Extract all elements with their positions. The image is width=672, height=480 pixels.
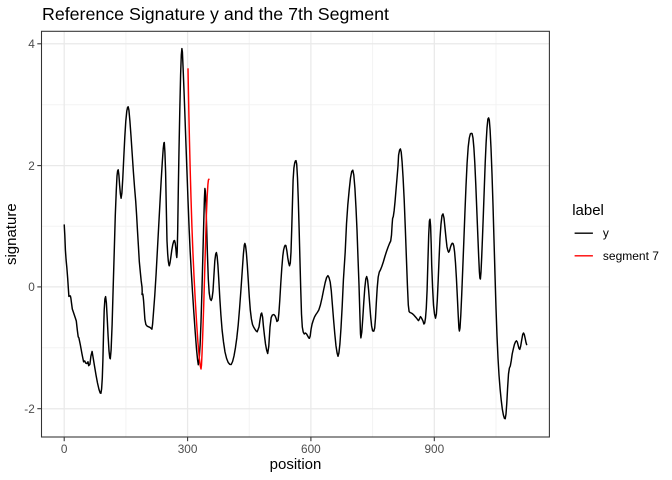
svg-text:position: position bbox=[270, 456, 322, 473]
svg-text:2: 2 bbox=[28, 159, 35, 173]
svg-text:segment 7: segment 7 bbox=[603, 249, 659, 263]
svg-text:signature: signature bbox=[3, 203, 20, 265]
svg-text:4: 4 bbox=[28, 37, 35, 51]
svg-text:y: y bbox=[603, 226, 609, 240]
svg-text:Reference Signature y and the: Reference Signature y and the 7th Segmen… bbox=[42, 4, 389, 24]
svg-text:0: 0 bbox=[28, 280, 35, 294]
svg-text:600: 600 bbox=[301, 442, 321, 456]
svg-text:label: label bbox=[572, 202, 604, 219]
svg-text:900: 900 bbox=[424, 442, 444, 456]
svg-text:300: 300 bbox=[178, 442, 198, 456]
svg-text:-2: -2 bbox=[24, 402, 35, 416]
svg-text:0: 0 bbox=[61, 442, 68, 456]
